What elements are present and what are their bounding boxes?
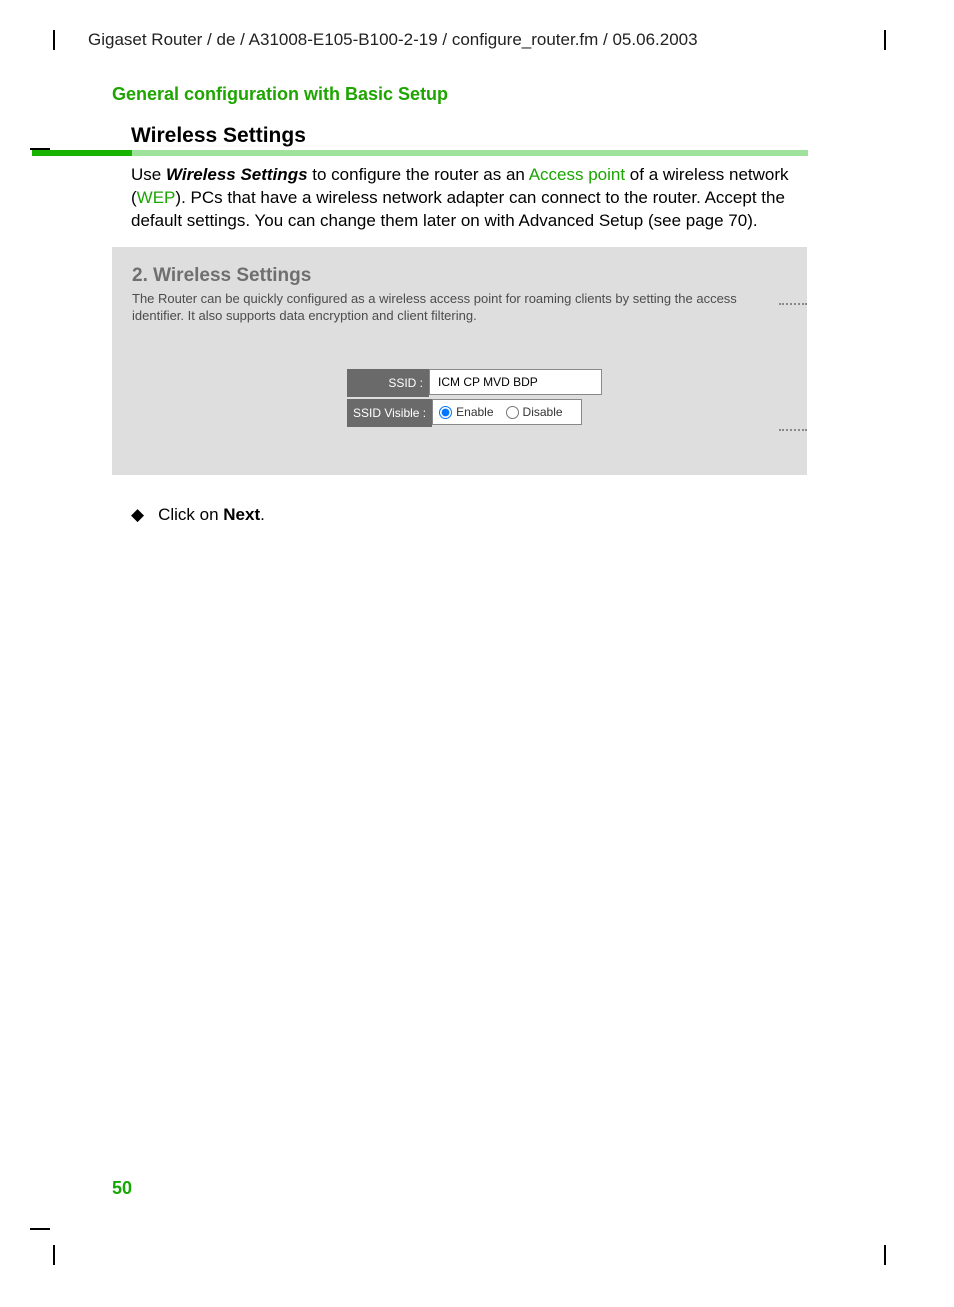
dotted-rule <box>779 429 807 431</box>
crop-mark <box>53 30 55 50</box>
instruction-line: ◆ Click on Next. <box>131 505 265 525</box>
page-number: 50 <box>112 1178 132 1199</box>
ssid-visible-controls: Enable Disable <box>432 399 581 425</box>
ssid-input[interactable] <box>436 374 595 390</box>
text: . <box>260 505 265 524</box>
diamond-bullet-icon: ◆ <box>131 505 144 524</box>
page-heading: Wireless Settings <box>131 124 306 148</box>
text: Use <box>131 165 166 184</box>
link-wep[interactable]: WEP <box>137 188 176 207</box>
header-path: Gigaset Router / de / A31008-E105-B100-2… <box>88 30 698 50</box>
crop-mark <box>53 1245 55 1265</box>
text: to configure the router as an <box>308 165 529 184</box>
text: Click on <box>158 505 223 524</box>
body-paragraph: Use Wireless Settings to configure the r… <box>131 164 811 233</box>
rule-accent <box>32 150 132 156</box>
ssid-visible-row: SSID Visible : Enable Disable <box>347 399 582 427</box>
crop-mark <box>884 30 886 50</box>
rule-light <box>132 150 808 156</box>
text: ). PCs that have a wireless network adap… <box>131 188 785 230</box>
crop-mark <box>30 1228 50 1230</box>
dotted-rule <box>779 303 807 305</box>
disable-text: Disable <box>523 405 563 419</box>
crop-mark <box>884 1245 886 1265</box>
bold-text: Next <box>223 505 260 524</box>
enable-option[interactable]: Enable <box>439 405 493 419</box>
enable-radio[interactable] <box>439 406 452 419</box>
disable-option[interactable]: Disable <box>506 405 563 419</box>
bold-text: Wireless Settings <box>166 165 308 184</box>
ssid-label: SSID : <box>347 369 429 397</box>
ssid-visible-label: SSID Visible : <box>347 399 432 427</box>
screenshot-panel: 2. Wireless Settings The Router can be q… <box>112 247 807 475</box>
ssid-input-wrap <box>429 369 602 395</box>
panel-description: The Router can be quickly configured as … <box>132 291 782 325</box>
link-access-point[interactable]: Access point <box>529 165 625 184</box>
ssid-row: SSID : <box>347 369 602 397</box>
disable-radio[interactable] <box>506 406 519 419</box>
section-title: General configuration with Basic Setup <box>112 84 448 105</box>
panel-title: 2. Wireless Settings <box>132 265 311 287</box>
enable-text: Enable <box>456 405 493 419</box>
